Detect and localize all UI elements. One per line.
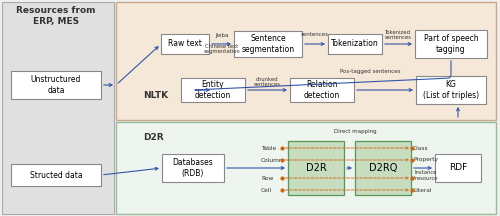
Text: Tokenization: Tokenization [331,40,379,49]
FancyBboxPatch shape [328,34,382,54]
Text: Class: Class [413,146,428,151]
Text: D2R: D2R [143,133,164,143]
FancyBboxPatch shape [11,71,101,99]
FancyBboxPatch shape [288,141,344,195]
Text: Raw text: Raw text [168,40,202,49]
Text: Property: Property [413,157,438,162]
Text: Pos-tagged sentences: Pos-tagged sentences [340,70,400,75]
Text: Structed data: Structed data [30,170,82,179]
Text: sentences: sentences [301,32,329,38]
Text: D2RQ: D2RQ [369,163,397,173]
Text: Resources from
ERP, MES: Resources from ERP, MES [16,6,96,26]
Text: Part of speech
tagging: Part of speech tagging [424,34,478,54]
Text: Table: Table [261,146,276,151]
FancyBboxPatch shape [290,78,354,102]
FancyBboxPatch shape [355,141,411,195]
FancyBboxPatch shape [416,76,486,104]
Text: Jieba: Jieba [215,32,229,38]
FancyBboxPatch shape [162,154,224,182]
FancyBboxPatch shape [116,122,496,214]
Text: Unstructured
data: Unstructured data [31,75,81,95]
Text: Chinese text
segmentation: Chinese text segmentation [204,44,240,54]
Text: Column: Column [261,157,283,162]
FancyBboxPatch shape [415,30,487,58]
Text: D2R: D2R [306,163,326,173]
Text: Entity
detection: Entity detection [195,80,231,100]
Text: NLTK: NLTK [143,91,168,100]
Text: Instance
/resource: Instance /resource [413,170,438,180]
FancyBboxPatch shape [181,78,245,102]
Text: RDF: RDF [449,164,467,173]
Text: Sentence
segmentation: Sentence segmentation [242,34,294,54]
Text: Tokenized
sentences: Tokenized sentences [384,30,411,40]
Text: Relation
detection: Relation detection [304,80,340,100]
FancyBboxPatch shape [161,34,209,54]
Text: KG
(List of triples): KG (List of triples) [423,80,479,100]
Text: Row: Row [261,175,273,181]
Text: Direct mapping: Direct mapping [334,130,376,135]
FancyBboxPatch shape [11,164,101,186]
FancyBboxPatch shape [2,2,114,214]
FancyBboxPatch shape [435,154,481,182]
Text: chunked
sentences: chunked sentences [254,77,280,87]
Text: Databases
(RDB): Databases (RDB) [172,158,214,178]
Text: Cell: Cell [261,187,272,192]
Text: Literal: Literal [413,187,432,192]
FancyBboxPatch shape [234,31,302,57]
FancyBboxPatch shape [116,2,496,120]
